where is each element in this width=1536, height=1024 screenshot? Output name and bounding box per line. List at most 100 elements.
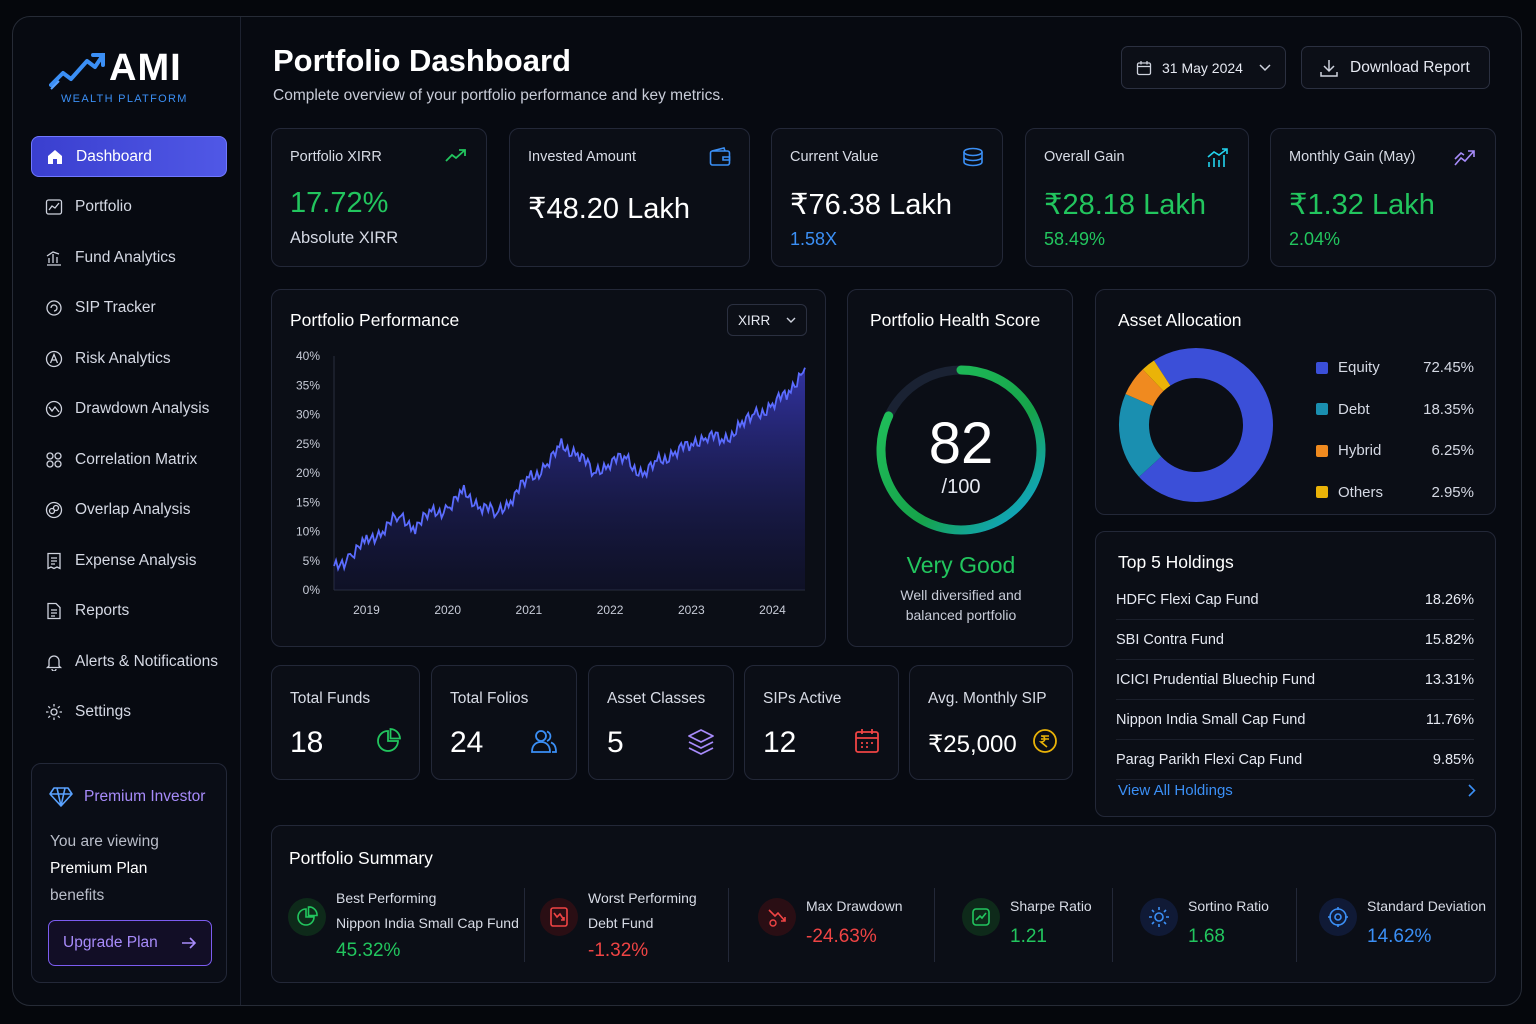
allocation-title: Asset Allocation: [1118, 310, 1242, 330]
summary-divider: [934, 888, 935, 962]
summary-worst-performing[interactable]: Worst Performing Debt Fund -1.32%: [540, 886, 730, 966]
date-picker[interactable]: 31 May 2024: [1121, 46, 1286, 89]
stat-card-sips-active[interactable]: SIPs Active 12: [744, 665, 899, 780]
upgrade-label: Upgrade Plan: [63, 934, 158, 951]
holding-name: SBI Contra Fund: [1116, 631, 1224, 648]
sidebar-item-portfolio[interactable]: Portfolio: [31, 187, 227, 228]
wallet-icon: [709, 147, 731, 166]
sidebar-item-risk-analytics[interactable]: Risk Analytics: [31, 338, 227, 379]
stat-card-avg-monthly-sip[interactable]: Avg. Monthly SIP ₹25,000: [909, 665, 1073, 780]
premium-card: Premium Investor You are viewing Premium…: [31, 763, 227, 983]
layers-icon: [688, 729, 714, 755]
sidebar-item-fund-analytics[interactable]: Fund Analytics: [31, 237, 227, 278]
portfolio-summary-card: Portfolio Summary Best Performing Nippon…: [271, 825, 1496, 983]
sidebar-item-sip-tracker[interactable]: SIP Tracker: [31, 288, 227, 329]
summary-sharpe-ratio[interactable]: Sharpe Ratio 1.21: [962, 886, 1112, 966]
sidebar-item-drawdown-analysis[interactable]: Drawdown Analysis: [31, 389, 227, 430]
holding-percent: 18.26%: [1424, 591, 1474, 608]
legend-item-hybrid[interactable]: Hybrid 6.25%: [1316, 442, 1474, 459]
summary-max-drawdown[interactable]: Max Drawdown -24.63%: [758, 886, 933, 966]
stat-value: 24: [450, 726, 484, 759]
legend-value: 6.25%: [1431, 442, 1474, 459]
sidebar: AMI WEALTH PLATFORM Dashboard Portfolio Fu…: [13, 17, 241, 1005]
holding-name: Nippon India Small Cap Fund: [1116, 711, 1306, 728]
kpi-value: ₹28.18 Lakh: [1044, 189, 1206, 221]
sidebar-item-label: Portfolio: [75, 198, 132, 215]
sidebar-item-dashboard[interactable]: Dashboard: [31, 136, 227, 177]
kpi-label: Invested Amount: [528, 149, 637, 165]
kpi-label: Monthly Gain (May): [1289, 149, 1416, 165]
stat-card-total-funds[interactable]: Total Funds 18: [271, 665, 420, 780]
summary-value: 1.68: [1188, 926, 1225, 947]
arrow-right-icon: [182, 937, 197, 949]
bar-chart-icon: [45, 249, 63, 267]
legend-item-equity[interactable]: Equity 72.45%: [1316, 359, 1474, 376]
sidebar-item-reports[interactable]: Reports: [31, 591, 227, 632]
legend-item-others[interactable]: Others 2.95%: [1316, 484, 1474, 501]
y-tick-label: 20%: [296, 466, 320, 480]
holding-row[interactable]: Nippon India Small Cap Fund 11.76%: [1116, 700, 1474, 740]
download-report-button[interactable]: Download Report: [1301, 46, 1490, 89]
kpi-card-xirr[interactable]: Portfolio XIRR 17.72% Absolute XIRR: [271, 128, 487, 267]
legend-swatch: [1316, 403, 1328, 415]
summary-best-performing[interactable]: Best Performing Nippon India Small Cap F…: [288, 886, 519, 966]
logo-trend-icon: [49, 53, 105, 90]
sidebar-item-settings[interactable]: Settings: [31, 692, 227, 733]
holding-row[interactable]: ICICI Prudential Bluechip Fund 13.31%: [1116, 660, 1474, 700]
donut-slice-hybrid[interactable]: [1125, 369, 1165, 407]
holding-row[interactable]: SBI Contra Fund 15.82%: [1116, 620, 1474, 660]
rupee-coin-icon: [1033, 729, 1057, 753]
legend-value: 18.35%: [1423, 400, 1474, 418]
series-area: [334, 367, 805, 590]
donut-slice-others[interactable]: [1142, 360, 1171, 392]
legend-item-debt[interactable]: Debt 18.35%: [1316, 401, 1474, 418]
sortino-gear-icon: [1140, 898, 1178, 936]
holding-percent: 11.76%: [1425, 711, 1474, 728]
legend-value: 72.45%: [1423, 359, 1474, 376]
y-tick-label: 30%: [296, 408, 320, 422]
stat-card-asset-classes[interactable]: Asset Classes 5: [588, 665, 734, 780]
kpi-card-invested[interactable]: Invested Amount ₹48.20 Lakh: [509, 128, 750, 267]
risk-icon: [45, 350, 63, 368]
summary-sub: Debt Fund: [588, 915, 654, 931]
kpi-card-monthly-gain[interactable]: Monthly Gain (May) ₹1.32 Lakh 2.04%: [1270, 128, 1496, 267]
kpi-card-overall-gain[interactable]: Overall Gain ₹28.18 Lakh 58.49%: [1025, 128, 1249, 267]
summary-standard-deviation[interactable]: Standard Deviation 14.62%: [1319, 886, 1489, 966]
brand-logo[interactable]: AMI WEALTH PLATFORM: [49, 47, 209, 107]
sidebar-item-overlap-analysis[interactable]: Overlap Analysis: [31, 490, 227, 531]
drawdown-alert-icon: [758, 898, 796, 936]
sidebar-item-correlation-matrix[interactable]: Correlation Matrix: [31, 439, 227, 480]
kpi-card-current-value[interactable]: Current Value ₹76.38 Lakh 1.58X: [771, 128, 1003, 267]
sidebar-item-alerts-notifications[interactable]: Alerts & Notifications: [31, 641, 227, 682]
home-icon: [46, 148, 64, 166]
upgrade-plan-button[interactable]: Upgrade Plan: [48, 920, 212, 966]
summary-value: 1.21: [1010, 926, 1047, 947]
download-label: Download Report: [1350, 58, 1470, 76]
kpi-sub: 2.04%: [1289, 229, 1341, 249]
summary-label: Best Performing: [336, 890, 437, 906]
performance-card: Portfolio Performance XIRR 0% 5% 10% 15% 20%…: [271, 289, 826, 647]
donut-slice-equity[interactable]: [1139, 348, 1273, 502]
page-title: Portfolio Dashboard: [273, 43, 571, 78]
metric-select[interactable]: XIRR: [727, 304, 807, 336]
sidebar-item-label: Drawdown Analysis: [75, 400, 210, 417]
holding-row[interactable]: Parag Parikh Flexi Cap Fund 9.85%: [1116, 740, 1474, 780]
view-all-holdings-link[interactable]: View All Holdings: [1118, 782, 1476, 799]
sidebar-item-expense-analysis[interactable]: Expense Analysis: [31, 540, 227, 581]
summary-label: Worst Performing: [588, 890, 697, 906]
holding-percent: 15.82%: [1424, 631, 1474, 648]
health-desc-2: balanced portfolio: [905, 607, 1017, 623]
kpi-sub: 58.49%: [1044, 229, 1106, 249]
holding-row[interactable]: HDFC Flexi Cap Fund 18.26%: [1116, 580, 1474, 620]
summary-sortino-ratio[interactable]: Sortino Ratio 1.68: [1140, 886, 1290, 966]
premium-header: Premium Investor: [48, 786, 205, 808]
stat-card-total-folios[interactable]: Total Folios 24: [431, 665, 577, 780]
chevron-down-icon: [786, 317, 796, 323]
legend-label: Equity: [1338, 359, 1380, 376]
pie-icon: [377, 728, 401, 752]
bell-icon: [45, 653, 63, 671]
calendar-icon: [1136, 60, 1152, 75]
health-desc-1: Well diversified and: [900, 587, 1022, 603]
donut-slice-debt[interactable]: [1119, 393, 1162, 477]
health-score-max: /100: [941, 476, 981, 498]
